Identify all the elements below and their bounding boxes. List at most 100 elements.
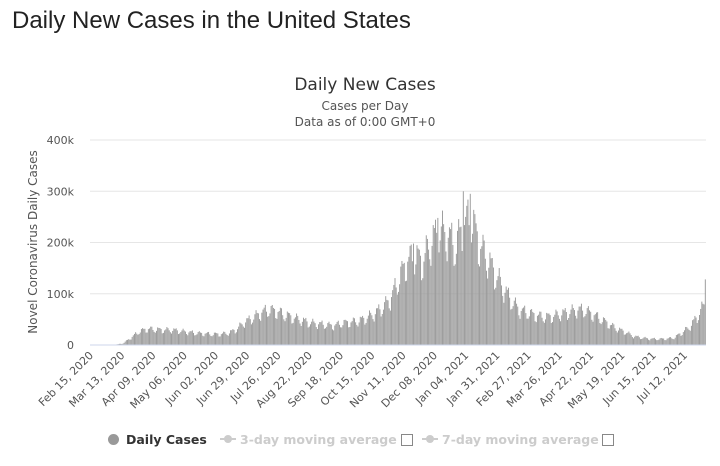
bar[interactable] (560, 321, 562, 345)
bar[interactable] (608, 328, 610, 345)
bar[interactable] (362, 315, 364, 345)
bar[interactable] (675, 335, 677, 345)
bar[interactable] (291, 323, 293, 345)
bar[interactable] (425, 235, 427, 345)
bar[interactable] (482, 234, 484, 345)
bar[interactable] (567, 319, 568, 345)
bar[interactable] (564, 308, 566, 345)
bar[interactable] (190, 331, 192, 345)
bar[interactable] (541, 317, 543, 345)
bar[interactable] (227, 335, 229, 345)
bar[interactable] (690, 325, 692, 345)
bar[interactable] (605, 319, 607, 345)
bar[interactable] (638, 337, 640, 345)
bar[interactable] (348, 327, 350, 345)
bar[interactable] (536, 315, 538, 345)
bar[interactable] (399, 284, 401, 345)
bar[interactable] (396, 294, 398, 345)
bar[interactable] (591, 319, 593, 345)
bar[interactable] (464, 225, 465, 345)
bar[interactable] (356, 324, 358, 345)
bar[interactable] (338, 324, 340, 345)
bar[interactable] (598, 318, 600, 345)
bar[interactable] (301, 321, 303, 345)
bar[interactable] (513, 300, 515, 345)
bar[interactable] (656, 340, 658, 345)
bar[interactable] (641, 338, 643, 345)
bar[interactable] (606, 321, 608, 345)
bar[interactable] (349, 326, 351, 345)
bar[interactable] (212, 335, 214, 345)
bar[interactable] (179, 333, 181, 345)
bar[interactable] (224, 331, 226, 345)
bar[interactable] (125, 340, 127, 345)
bar[interactable] (156, 330, 157, 345)
bar[interactable] (597, 312, 599, 345)
bar[interactable] (574, 310, 575, 345)
bar[interactable] (145, 332, 147, 345)
bar[interactable] (320, 322, 322, 345)
bar[interactable] (370, 312, 372, 345)
bar[interactable] (583, 317, 585, 345)
bar[interactable] (631, 337, 633, 345)
bar[interactable] (147, 329, 149, 345)
bar[interactable] (373, 321, 375, 345)
bar[interactable] (123, 342, 125, 345)
bar[interactable] (594, 314, 596, 345)
bar[interactable] (589, 310, 590, 345)
bar[interactable] (636, 336, 638, 345)
bar[interactable] (408, 256, 410, 345)
bar[interactable] (371, 315, 373, 345)
bar[interactable] (550, 323, 552, 345)
bar[interactable] (623, 334, 625, 345)
bar[interactable] (596, 312, 597, 345)
bar[interactable] (120, 343, 122, 345)
bar[interactable] (169, 332, 171, 345)
bar[interactable] (444, 231, 446, 345)
bar[interactable] (186, 334, 188, 345)
bar[interactable] (225, 333, 227, 345)
bar[interactable] (702, 303, 704, 345)
bar[interactable] (393, 284, 395, 345)
bar[interactable] (506, 289, 508, 345)
bar[interactable] (138, 333, 140, 345)
bar[interactable] (609, 325, 611, 345)
bar[interactable] (276, 318, 278, 345)
bar[interactable] (518, 315, 520, 345)
bar[interactable] (545, 319, 546, 345)
bar[interactable] (328, 321, 330, 345)
bar[interactable] (294, 317, 296, 345)
bar[interactable] (487, 278, 489, 345)
bar[interactable] (279, 307, 281, 345)
bar[interactable] (699, 315, 700, 345)
bar[interactable] (584, 316, 586, 345)
bar[interactable] (158, 327, 160, 345)
bar[interactable] (303, 317, 304, 345)
bar[interactable] (552, 322, 553, 345)
bar[interactable] (523, 307, 524, 345)
bar[interactable] (350, 322, 352, 345)
bar[interactable] (519, 318, 521, 345)
bar[interactable] (416, 245, 418, 345)
bar[interactable] (387, 300, 389, 345)
bar[interactable] (194, 335, 196, 345)
bar[interactable] (245, 322, 247, 345)
bar[interactable] (582, 310, 584, 345)
bar[interactable] (252, 322, 254, 345)
bar[interactable] (601, 322, 603, 345)
bar[interactable] (422, 278, 424, 345)
bar[interactable] (325, 328, 326, 345)
bar[interactable] (445, 251, 447, 345)
bar[interactable] (466, 205, 468, 345)
bar[interactable] (392, 290, 394, 345)
bar[interactable] (290, 315, 292, 345)
bar[interactable] (462, 191, 464, 345)
bar[interactable] (319, 322, 321, 345)
bar[interactable] (386, 299, 388, 345)
bar[interactable] (685, 326, 687, 345)
bar[interactable] (183, 330, 185, 345)
bar[interactable] (580, 303, 582, 345)
bar[interactable] (418, 249, 420, 345)
bar[interactable] (474, 214, 476, 345)
bar[interactable] (637, 335, 639, 345)
